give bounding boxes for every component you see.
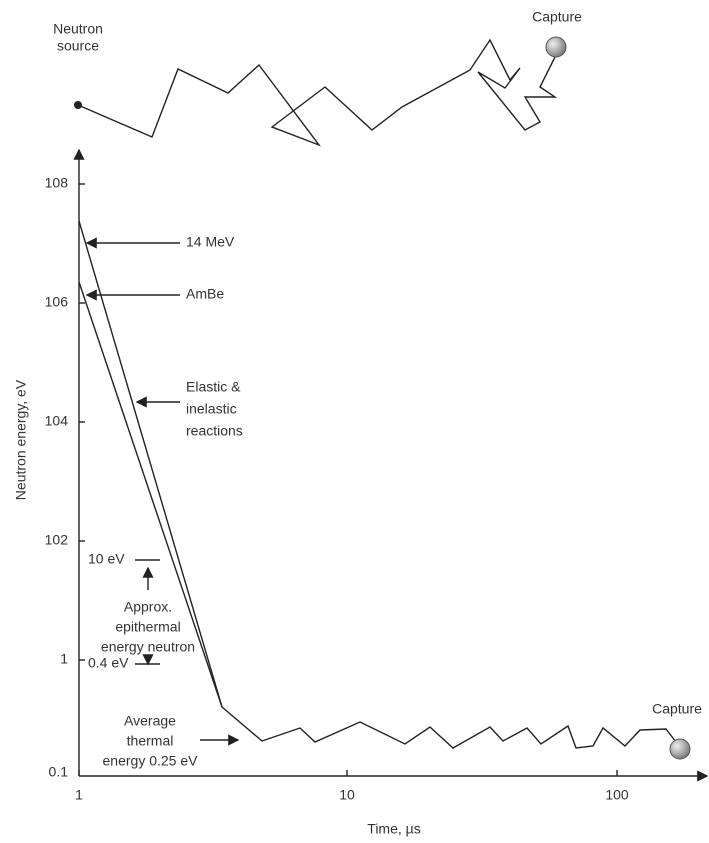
y-tick-label: 0.1 <box>49 764 69 780</box>
x-tick-label: 100 <box>605 787 629 803</box>
x-axis-label: Time, µs <box>367 821 420 837</box>
thermal-path <box>222 707 676 748</box>
annotation: AmBe <box>186 286 224 302</box>
annotation: Elastic & <box>186 379 241 395</box>
annotation: epithermal <box>115 619 180 635</box>
annotation: 0.4 eV <box>88 655 129 671</box>
y-axis-label: Neutron energy, eV <box>13 379 29 500</box>
annotation: Approx. <box>124 599 172 615</box>
capture-label: Capture <box>652 701 702 717</box>
source-label: source <box>57 38 99 54</box>
y-tick-label: 106 <box>45 294 69 310</box>
x-tick-label: 1 <box>75 787 83 803</box>
annotation: 10 eV <box>88 551 125 567</box>
capture-ball <box>670 739 690 759</box>
annotation: reactions <box>186 423 243 439</box>
source-label: Neutron <box>53 21 103 37</box>
capture-label: Capture <box>532 9 582 25</box>
y-tick-label: 108 <box>45 175 69 191</box>
x-tick-label: 10 <box>339 787 355 803</box>
annotation: 14 MeV <box>186 234 235 250</box>
annotation: energy neutron <box>101 639 195 655</box>
annotation: thermal <box>127 733 174 749</box>
diagram: Neutron source Capture Neutron energy, e… <box>0 0 709 843</box>
y-tick-label: 1 <box>60 651 68 667</box>
capture-ball <box>546 37 566 57</box>
annotation: Average <box>124 713 176 729</box>
walk-path <box>78 40 556 145</box>
y-tick-label: 102 <box>45 532 69 548</box>
annotation: inelastic <box>186 401 237 417</box>
annotation: energy 0.25 eV <box>103 753 199 769</box>
y-tick-label: 104 <box>45 413 69 429</box>
